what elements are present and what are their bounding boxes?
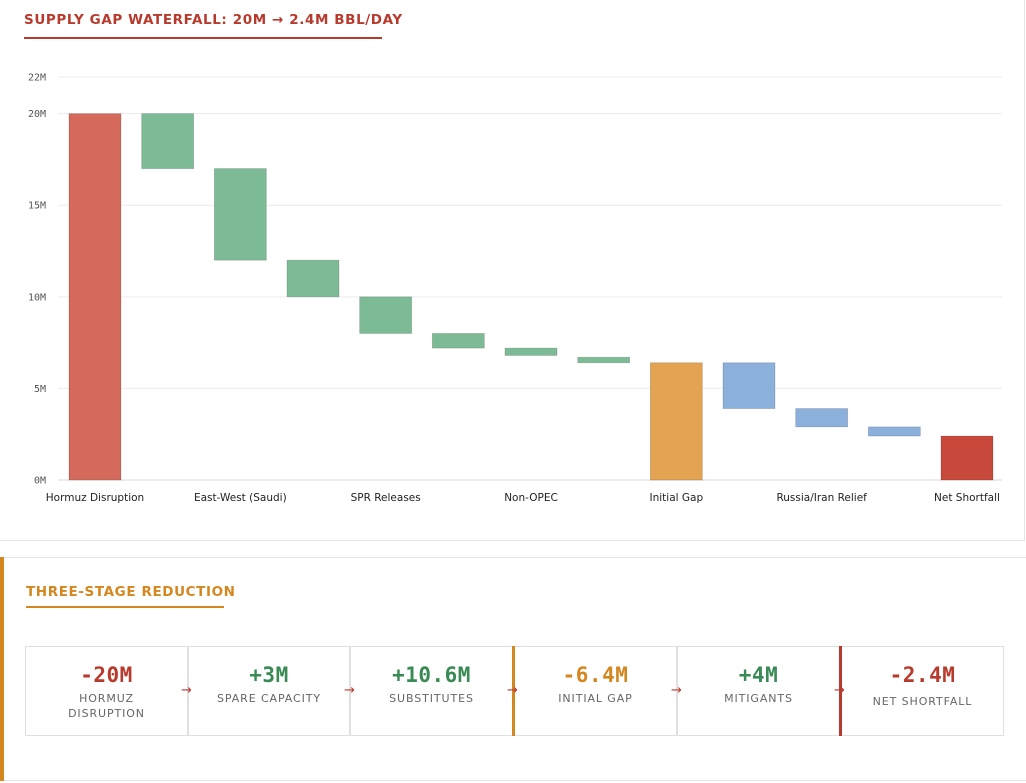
- arrow-icon: →: [834, 683, 845, 698]
- waterfall-bar: [68, 113, 122, 481]
- stage-value: +4M: [738, 663, 779, 687]
- reduction-title-underline: [26, 606, 224, 608]
- reduction-accent-bar: [0, 557, 4, 781]
- arrow-icon: →: [344, 683, 355, 698]
- stage-label: NET SHORTFALL: [872, 695, 973, 708]
- y-tick-label: 20M: [28, 109, 46, 120]
- stage-value: -2.4M: [889, 663, 956, 687]
- stage-mitigants: +4M MITIGANTS: [677, 646, 840, 736]
- x-category-label: Russia/Iran Relief: [776, 492, 867, 504]
- arrow-icon: →: [671, 683, 682, 698]
- chart-title: SUPPLY GAP WATERFALL: 20M → 2.4M BBL/DAY: [24, 12, 403, 28]
- initial-gap-divider: [512, 646, 515, 736]
- waterfall-bar: [431, 333, 485, 349]
- stage-value: -20M: [80, 663, 133, 687]
- x-category-label: Non-OPEC: [504, 492, 558, 504]
- stage-value: +10.6M: [392, 663, 471, 687]
- waterfall-bar: [940, 435, 994, 481]
- stage-value: +3M: [249, 663, 289, 687]
- y-tick-label: 5M: [34, 384, 46, 395]
- waterfall-bar: [286, 259, 340, 298]
- x-category-label: Net Shortfall: [934, 492, 1000, 504]
- stage-initial-gap: -6.4M INITIAL GAP: [514, 646, 677, 736]
- x-category-label: SPR Releases: [351, 492, 421, 504]
- stage-spare-capacity: +3M SPARE CAPACITY: [188, 646, 350, 736]
- reduction-title: THREE-STAGE REDUCTION: [26, 584, 236, 600]
- waterfall-bar: [867, 426, 921, 437]
- y-tick-label: 22M: [28, 73, 46, 84]
- y-tick-label: 10M: [28, 292, 46, 303]
- waterfall-bar: [213, 168, 267, 261]
- stage-label: SUBSTITUTES: [389, 692, 474, 705]
- net-shortfall-divider: [839, 646, 842, 736]
- y-tick-label: 15M: [28, 201, 46, 212]
- waterfall-bar: [577, 356, 631, 364]
- stage-value: -6.4M: [562, 663, 629, 687]
- y-tick-label: 0M: [34, 476, 46, 487]
- arrow-icon: →: [507, 683, 518, 698]
- x-category-label: Hormuz Disruption: [46, 492, 144, 504]
- arrow-icon: →: [181, 683, 192, 698]
- waterfall-bar: [649, 362, 703, 481]
- waterfall-bar: [359, 296, 413, 334]
- x-category-label: East-West (Saudi): [194, 492, 287, 504]
- waterfall-bar: [504, 347, 558, 356]
- stage-label: HORMUZ DISRUPTION: [68, 692, 145, 720]
- stage-label: INITIAL GAP: [558, 692, 633, 705]
- stage-hormuz-disruption: -20M HORMUZ DISRUPTION: [25, 646, 188, 736]
- waterfall-bar: [722, 362, 776, 409]
- chart-title-underline: [24, 37, 382, 39]
- waterfall-panel: [0, 0, 1025, 541]
- stage-net-shortfall: -2.4M NET SHORTFALL: [841, 646, 1004, 736]
- waterfall-chart: 0M 5M 10M 15M 20M 22M Hormuz Disruption East-We…: [28, 73, 1002, 504]
- x-category-label: Initial Gap: [650, 492, 704, 504]
- waterfall-bar: [141, 113, 195, 169]
- waterfall-bar: [795, 408, 849, 428]
- stage-substitutes: +10.6M SUBSTITUTES: [350, 646, 513, 736]
- stage-label: MITIGANTS: [724, 692, 793, 705]
- stage-label: SPARE CAPACITY: [217, 692, 321, 705]
